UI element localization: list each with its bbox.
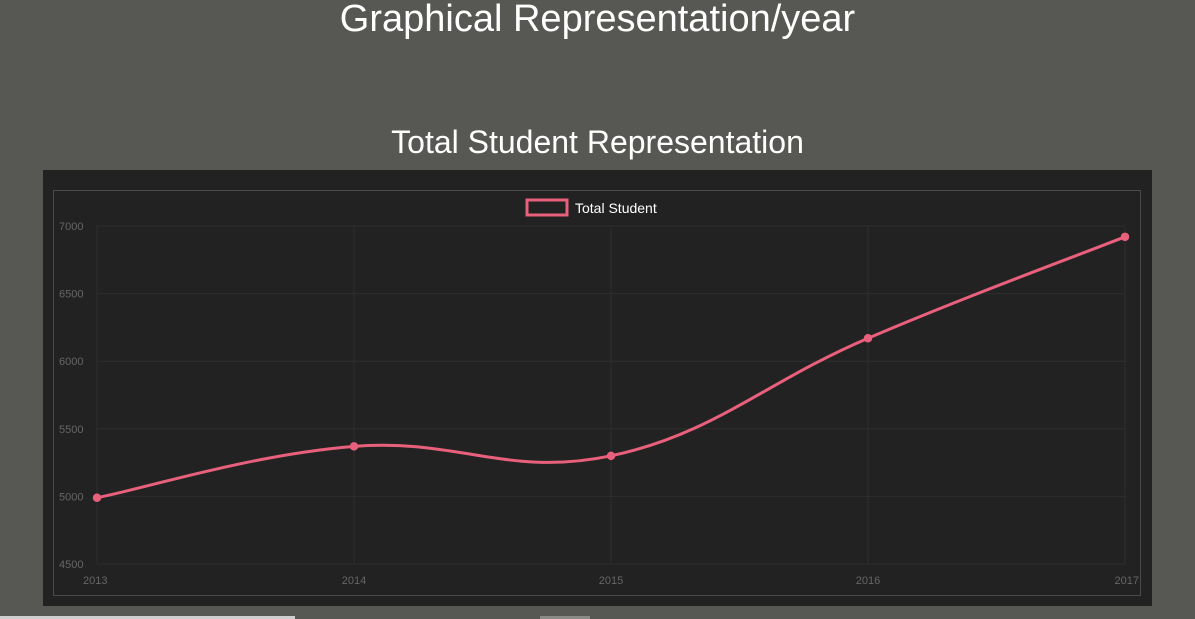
x-tick-label: 2014 <box>342 575 366 587</box>
bottom-scroll-indicator <box>0 616 295 619</box>
y-tick-label: 6500 <box>59 289 83 301</box>
x-tick-label: 2017 <box>1115 575 1139 587</box>
page-title: Graphical Representation/year <box>339 0 856 40</box>
data-point[interactable] <box>92 493 102 503</box>
x-tick-label: 2016 <box>856 575 880 587</box>
grid-lines <box>96 225 1126 565</box>
bottom-scroll-thumb <box>540 616 590 619</box>
data-point[interactable] <box>349 442 359 451</box>
legend[interactable]: Total Student <box>525 198 657 217</box>
x-tick-label: 2013 <box>83 575 107 587</box>
chart-border <box>53 190 1141 596</box>
y-tick-label: 4500 <box>59 559 83 571</box>
x-axis-ticks: 2013 2014 2015 2016 2017 <box>83 575 1139 587</box>
x-tick-label: 2015 <box>599 575 623 587</box>
chart-section-title: Total Student Representation <box>391 124 804 160</box>
y-axis-ticks: 4500 5000 5500 6000 6500 7000 <box>59 221 83 571</box>
y-tick-label: 5500 <box>59 424 83 436</box>
data-point[interactable] <box>606 451 616 461</box>
y-tick-label: 5000 <box>59 491 83 503</box>
chart-panel: 4500 5000 5500 6000 6500 7000 2013 2014 2015 201… <box>43 170 1152 606</box>
y-tick-label: 7000 <box>59 221 83 233</box>
series-layer <box>92 232 1130 503</box>
data-point[interactable] <box>1120 232 1130 242</box>
data-point[interactable] <box>863 333 873 343</box>
legend-label: Total Student <box>575 200 657 216</box>
y-tick-label: 6000 <box>59 356 83 368</box>
legend-swatch <box>525 198 569 217</box>
